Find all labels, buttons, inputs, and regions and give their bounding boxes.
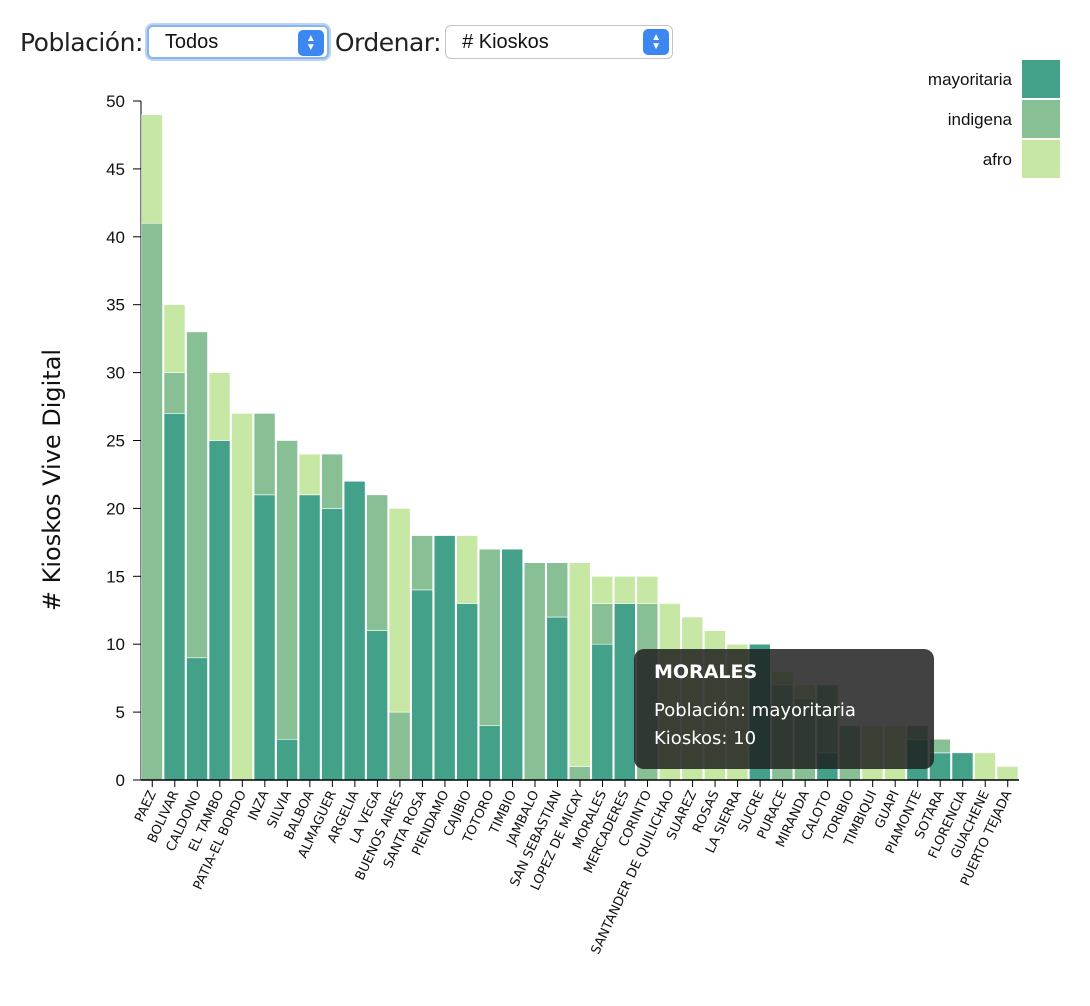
- bar-indigena[interactable]: [478, 548, 501, 726]
- bar-afro[interactable]: [231, 413, 253, 781]
- bar-mayoritaria[interactable]: [253, 494, 276, 781]
- bar-indigena[interactable]: [546, 562, 569, 618]
- bar-afro[interactable]: [298, 453, 321, 496]
- tooltip-poblacion: Población: mayoritaria: [654, 700, 856, 721]
- bar-afro[interactable]: [996, 766, 1019, 781]
- bar-afro[interactable]: [613, 575, 636, 604]
- bar-mayoritaria[interactable]: [501, 548, 524, 781]
- bar-indigena[interactable]: [253, 413, 276, 496]
- y-axis: 0 5 10 15 20 25 30 35 40 45 50: [106, 92, 142, 790]
- y-tick-label: 10: [106, 635, 125, 654]
- filter-controls: Población: Todos ▲ ▼ Ordenar: # Kioskos ▲…: [20, 22, 679, 62]
- bar-afro[interactable]: [388, 508, 411, 713]
- poblacion-select-value: Todos: [164, 30, 219, 53]
- bar-indigena[interactable]: [523, 562, 546, 781]
- bar-mayoritaria[interactable]: [366, 630, 388, 781]
- legend-label: afro: [983, 150, 1012, 169]
- bar-afro[interactable]: [456, 535, 478, 604]
- legend-swatch-afro: [1022, 140, 1060, 178]
- tooltip-kioskos: Kioskos: 10: [654, 728, 757, 749]
- y-tick-label: 40: [106, 228, 125, 247]
- legend-label: indigena: [948, 110, 1013, 129]
- bar-mayoritaria[interactable]: [208, 440, 231, 781]
- y-tick-label: 45: [106, 160, 125, 179]
- bar-afro[interactable]: [163, 304, 186, 373]
- y-tick-label: 35: [106, 296, 125, 315]
- bar-indigena[interactable]: [276, 440, 298, 740]
- bar-mayoritaria[interactable]: [951, 752, 974, 781]
- legend: mayoritaria indigena afro: [928, 60, 1060, 178]
- legend-swatch-indigena: [1022, 100, 1060, 138]
- bar-afro[interactable]: [591, 575, 614, 604]
- bar-indigena[interactable]: [591, 603, 614, 645]
- legend-swatch-mayoritaria: [1022, 60, 1060, 98]
- bar-indigena[interactable]: [163, 372, 186, 414]
- y-tick-label: 15: [106, 567, 125, 586]
- bar-mayoritaria[interactable]: [456, 603, 478, 781]
- y-tick-label: 20: [106, 499, 125, 518]
- bar-mayoritaria[interactable]: [546, 616, 569, 781]
- bar-indigena[interactable]: [186, 331, 208, 659]
- poblacion-label: Población:: [20, 27, 143, 57]
- y-tick-label: 0: [116, 771, 125, 790]
- bar-indigena[interactable]: [141, 222, 163, 781]
- tooltip-title: MORALES: [654, 661, 758, 683]
- y-tick-label: 50: [106, 92, 125, 111]
- poblacion-select[interactable]: Todos ▲ ▼: [146, 25, 329, 59]
- bar-mayoritaria[interactable]: [591, 643, 614, 781]
- bar-mayoritaria[interactable]: [478, 725, 501, 781]
- ordenar-select[interactable]: # Kioskos ▲ ▼: [445, 25, 674, 59]
- bar-mayoritaria[interactable]: [613, 603, 636, 781]
- bar-indigena[interactable]: [388, 711, 411, 781]
- bar-indigena[interactable]: [411, 535, 433, 591]
- bar-afro[interactable]: [208, 372, 231, 441]
- bar-afro[interactable]: [636, 575, 659, 604]
- ordenar-select-value: # Kioskos: [462, 30, 549, 53]
- ordenar-label: Ordenar:: [334, 27, 442, 57]
- bar-mayoritaria[interactable]: [433, 535, 456, 781]
- select-arrows-icon: ▲ ▼: [297, 30, 324, 56]
- y-tick-label: 25: [106, 432, 125, 451]
- bar-mayoritaria[interactable]: [186, 657, 208, 781]
- bar-mayoritaria[interactable]: [343, 480, 366, 781]
- bar-indigena[interactable]: [568, 766, 591, 781]
- legend-label: mayoritaria: [928, 70, 1013, 89]
- bar-mayoritaria[interactable]: [298, 494, 321, 781]
- y-tick-label: 30: [106, 364, 125, 383]
- bar-afro[interactable]: [568, 562, 591, 767]
- select-arrows-icon: ▲ ▼: [643, 29, 670, 55]
- y-tick-label: 5: [116, 703, 125, 722]
- bar-afro[interactable]: [141, 114, 163, 224]
- bar-mayoritaria[interactable]: [276, 738, 298, 781]
- bar-mayoritaria[interactable]: [411, 589, 433, 781]
- bar-indigena[interactable]: [366, 494, 388, 631]
- tooltip: MORALES Población: mayoritaria Kioskos: …: [634, 649, 934, 769]
- bar-mayoritaria[interactable]: [163, 413, 186, 781]
- y-axis-title: # Kioskos Vive Digital: [38, 349, 66, 611]
- bar-indigena[interactable]: [321, 453, 343, 509]
- bar-afro[interactable]: [974, 752, 996, 781]
- bar-mayoritaria[interactable]: [321, 508, 343, 781]
